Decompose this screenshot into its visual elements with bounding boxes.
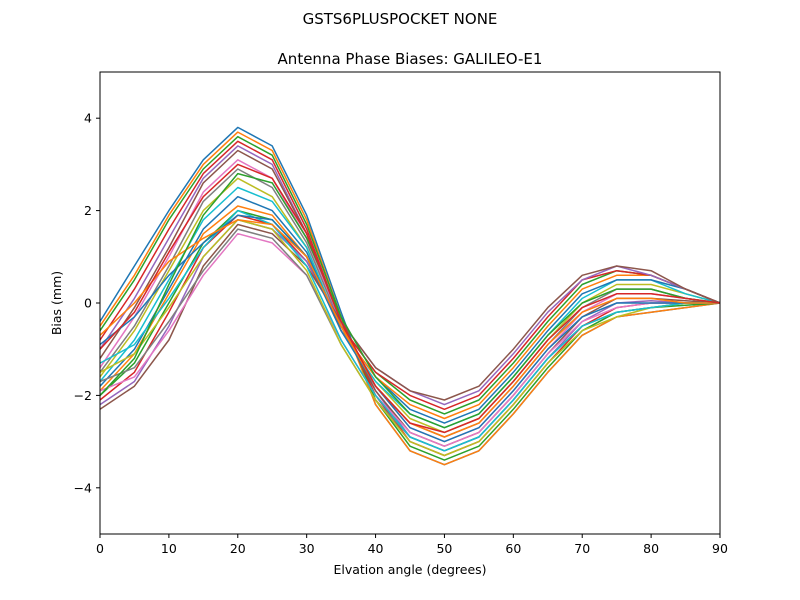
x-tick-label: 50 (436, 541, 452, 556)
series-line-10 (99, 186, 721, 429)
figure-suptitle: GSTS6PLUSPOCKET NONE (303, 10, 498, 28)
x-tick-label: 40 (368, 541, 384, 556)
x-tick-label: 60 (505, 541, 521, 556)
x-tick-label: 80 (643, 541, 659, 556)
series-line-12 (99, 205, 721, 420)
series-line-19 (99, 219, 720, 457)
plot-lines (99, 126, 721, 466)
series-line-21 (99, 214, 720, 443)
series-line-20 (99, 209, 720, 452)
series-line-17 (99, 232, 720, 447)
y-tick-label: 2 (84, 203, 92, 218)
x-tick-label: 0 (96, 541, 104, 556)
x-tick-label: 10 (161, 541, 177, 556)
y-axis-label: Bias (mm) (49, 271, 64, 335)
x-tick-label: 70 (574, 541, 590, 556)
y-tick-label: −2 (74, 388, 92, 403)
y-axis-ticks: −4 −2 0 2 4 (74, 111, 100, 495)
chart-title: Antenna Phase Biases: GALILEO-E1 (278, 50, 543, 68)
x-tick-label: 90 (712, 541, 728, 556)
series-line-11 (99, 195, 721, 424)
series-line-9 (99, 177, 721, 434)
y-tick-label: 4 (84, 111, 92, 126)
x-axis-label: Elvation angle (degrees) (333, 562, 486, 577)
x-axis-ticks: 0 10 20 30 40 50 60 70 80 90 (96, 534, 728, 556)
y-tick-label: 0 (84, 296, 92, 311)
x-tick-label: 20 (230, 541, 246, 556)
series-line-24 (99, 163, 721, 434)
y-tick-label: −4 (74, 480, 92, 495)
series-line-16 (99, 223, 721, 410)
x-tick-label: 30 (299, 541, 315, 556)
series-line-23 (99, 172, 721, 429)
series-line-13 (99, 209, 721, 415)
